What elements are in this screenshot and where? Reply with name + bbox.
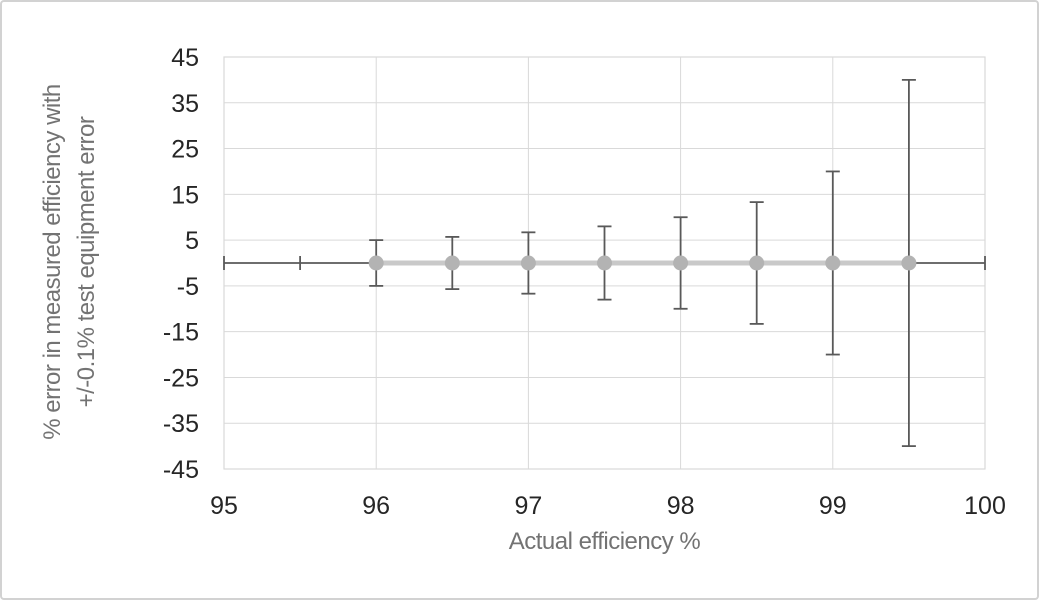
y-tick-label: -35 xyxy=(163,410,199,438)
data-point-marker xyxy=(749,255,765,271)
y-axis-title: % error in measured efficiency with +/-0… xyxy=(36,55,104,469)
y-tick-label: 35 xyxy=(171,90,199,118)
y-tick-label: 5 xyxy=(185,227,199,255)
y-axis-title-line2: +/-0.1% test equipment error xyxy=(73,116,100,408)
y-tick-label: 45 xyxy=(171,44,199,72)
x-tick-label: 99 xyxy=(819,492,847,520)
data-point-marker xyxy=(825,255,841,271)
data-point-marker xyxy=(368,255,384,271)
x-tick-label: 97 xyxy=(514,492,542,520)
x-tick-label: 96 xyxy=(362,492,390,520)
data-point-marker xyxy=(673,255,689,271)
y-tick-label: -25 xyxy=(163,364,199,392)
y-tick-label: 15 xyxy=(171,181,199,209)
x-tick-label: 95 xyxy=(210,492,238,520)
x-tick-label: 98 xyxy=(667,492,695,520)
y-tick-label: 25 xyxy=(171,136,199,164)
y-tick-label: -5 xyxy=(177,273,199,301)
y-tick-label: -15 xyxy=(163,319,199,347)
x-tick-label: 100 xyxy=(964,492,1006,520)
x-axis-title: Actual efficiency % xyxy=(508,528,701,555)
data-point-marker xyxy=(901,255,917,271)
data-point-marker xyxy=(444,255,460,271)
data-point-marker xyxy=(520,255,536,271)
y-tick-label: -45 xyxy=(163,456,199,484)
y-axis-title-line1: % error in measured efficiency with xyxy=(39,84,66,440)
data-point-marker xyxy=(597,255,612,271)
